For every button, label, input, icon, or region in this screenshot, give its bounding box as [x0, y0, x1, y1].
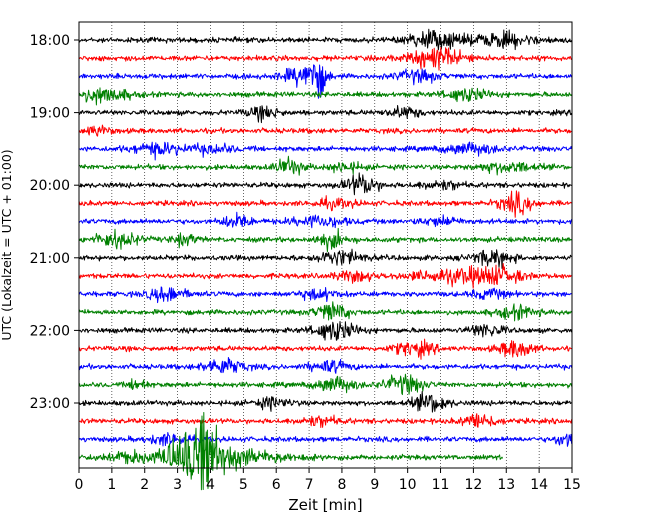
- seismic-trace: [78, 263, 572, 289]
- seismic-traces: [78, 28, 573, 491]
- seismic-trace: [78, 87, 573, 106]
- seismic-trace: [78, 301, 573, 322]
- x-tick-label: 12: [464, 477, 482, 493]
- x-tick-label: 6: [272, 477, 281, 493]
- seismic-trace: [78, 155, 572, 176]
- seismic-trace: [78, 141, 573, 161]
- x-tick-label: 0: [75, 477, 84, 493]
- x-tick-label: 2: [140, 477, 149, 493]
- seismic-trace: [78, 286, 572, 304]
- y-tick-label: 18:00: [30, 33, 70, 49]
- x-tick-label: 14: [530, 477, 548, 493]
- seismic-trace: [78, 104, 573, 124]
- y-tick-label: 23:00: [30, 396, 70, 412]
- seismic-trace: [78, 64, 573, 99]
- y-tick-label: 21:00: [30, 251, 70, 267]
- x-tick-label: 11: [432, 477, 450, 493]
- y-tick-label: 22:00: [30, 323, 70, 339]
- seismic-trace: [78, 411, 504, 491]
- x-tick-label: 1: [107, 477, 116, 493]
- x-axis-label: Zeit [min]: [288, 496, 362, 514]
- x-tick-label: 9: [370, 477, 379, 493]
- x-tick-label: 3: [173, 477, 182, 493]
- seismic-trace: [78, 356, 573, 374]
- x-tick-label: 13: [497, 477, 515, 493]
- x-tick-label: 10: [399, 477, 417, 493]
- seismic-trace: [78, 190, 572, 218]
- seismic-trace: [78, 28, 573, 51]
- plot-area: [79, 22, 572, 468]
- seismic-trace: [78, 172, 572, 196]
- seismic-trace: [78, 46, 572, 71]
- seismic-trace: [78, 124, 572, 137]
- seismic-trace: [78, 373, 573, 396]
- x-tick-label: 7: [305, 477, 314, 493]
- x-tick-label: 4: [206, 477, 215, 493]
- seismic-trace: [78, 321, 573, 341]
- x-tick-label: 5: [239, 477, 248, 493]
- x-axis-ticks: 0 1 2 3 4 5 6 7 8 9 10 11 12 13 14 15: [75, 468, 581, 493]
- seismic-trace: [78, 391, 572, 413]
- plot-frame: [78, 21, 573, 469]
- seismic-trace: [78, 431, 573, 447]
- y-tick-label: 19:00: [30, 106, 70, 122]
- seismic-trace: [78, 338, 572, 360]
- y-axis-ticks: 18:00 19:00 20:00 21:00 22:00 23:00: [30, 33, 79, 412]
- seismic-trace: [78, 227, 573, 253]
- x-tick-label: 8: [337, 477, 346, 493]
- x-grid: [111, 22, 540, 468]
- x-tick-label: 15: [563, 477, 581, 493]
- y-axis-label: UTC (Lokalzeit = UTC + 01:00): [0, 149, 14, 340]
- seismic-trace: [78, 211, 573, 229]
- seismic-trace: [78, 413, 573, 428]
- y-tick-label: 20:00: [30, 178, 70, 194]
- seismic-trace: [78, 248, 572, 269]
